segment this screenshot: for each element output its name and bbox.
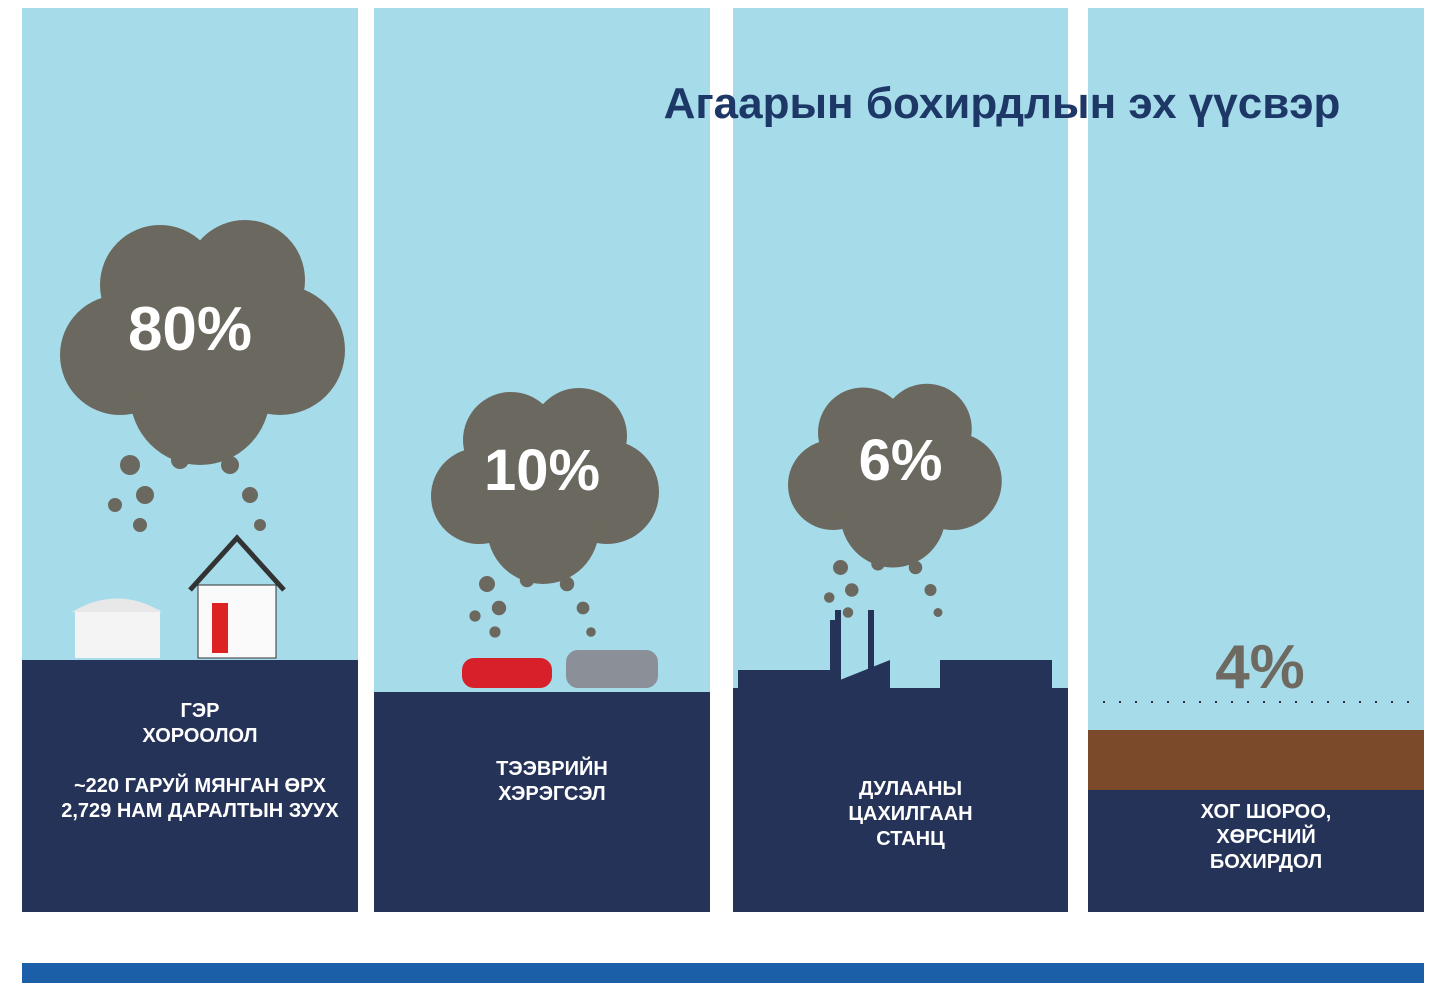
title: Агаарын бохирдлын эх үүсвэр xyxy=(664,79,1341,128)
smoke-puff xyxy=(586,627,596,637)
cloud xyxy=(840,462,946,568)
caption-line: СТАНЦ xyxy=(876,828,945,850)
smoke-puff xyxy=(871,557,885,571)
smoke-puff xyxy=(576,601,590,615)
percent: 10% xyxy=(484,438,600,503)
caption-line: ДУЛААНЫ xyxy=(859,778,962,800)
caption-line: ХОГ ШОРОО, xyxy=(1201,801,1332,823)
smoke-puff xyxy=(833,560,848,575)
cloud xyxy=(881,383,972,474)
car xyxy=(566,650,658,688)
smoke-puff xyxy=(824,592,835,603)
house xyxy=(197,584,277,659)
smoke-puff xyxy=(120,455,140,475)
percent: 4% xyxy=(1215,633,1305,702)
smoke-puff xyxy=(254,519,266,531)
smoke-puff xyxy=(242,487,258,503)
sky xyxy=(374,8,710,692)
chimney xyxy=(835,610,841,680)
cloud xyxy=(531,388,627,484)
caption-line: ~220 ГАРУЙ МЯНГАН ӨРХ xyxy=(74,773,327,797)
caption-line: БОХИРДОЛ xyxy=(1210,851,1322,873)
smoke-puff xyxy=(519,572,535,588)
car xyxy=(462,658,552,688)
caption-line: ЦАХИЛГААН xyxy=(848,803,972,825)
panels: 80% ГЭР ХОРООЛОЛ ~220 ГАРУЙ МЯНГАН ӨРХ 2,729… xyxy=(22,8,1424,912)
ger xyxy=(75,610,160,658)
cloud xyxy=(487,472,599,584)
cloud xyxy=(818,387,908,478)
smoke-puff xyxy=(924,584,937,596)
house-roof xyxy=(188,534,286,592)
smoke-puff xyxy=(133,518,147,532)
bottom-strip xyxy=(22,963,1424,983)
cloud xyxy=(100,225,220,345)
door xyxy=(212,603,228,653)
smoke-puff xyxy=(479,576,495,592)
soil xyxy=(1088,730,1424,790)
factory xyxy=(738,620,1052,740)
percent: 6% xyxy=(859,428,943,493)
cloud xyxy=(185,220,305,340)
smoke-puff xyxy=(221,456,239,474)
ground xyxy=(374,692,710,912)
smoke-puff xyxy=(908,560,923,575)
cloud xyxy=(130,325,270,465)
caption-line: ХОРООЛОЛ xyxy=(142,725,257,747)
caption-line: ХӨРСНИЙ xyxy=(1216,824,1315,848)
cloud xyxy=(463,392,559,488)
smoke-puff xyxy=(933,608,943,617)
smoke-puff xyxy=(845,583,859,597)
smoke-puff xyxy=(842,607,854,618)
smoke-puff xyxy=(489,626,501,638)
smoke-puff xyxy=(108,498,122,512)
chimney xyxy=(868,610,874,680)
ger-roof xyxy=(72,598,162,612)
smoke-puff xyxy=(469,610,481,622)
smoke-puff xyxy=(171,451,189,469)
caption-line: 2,729 НАМ ДАРАЛТЫН ЗУУХ xyxy=(61,800,339,822)
sky xyxy=(1088,8,1424,790)
percent: 80% xyxy=(128,295,252,364)
caption-line: ТЭЭВРИЙН xyxy=(496,756,608,780)
ground xyxy=(1088,790,1424,912)
caption-line: ГЭР xyxy=(181,700,220,722)
smoke-puff xyxy=(136,486,154,504)
smoke-puff xyxy=(491,600,507,616)
ground xyxy=(22,660,358,912)
smoke-puff xyxy=(559,576,575,592)
caption-line: ХЭРЭГСЭЛ xyxy=(498,783,605,805)
sky xyxy=(733,8,1068,688)
